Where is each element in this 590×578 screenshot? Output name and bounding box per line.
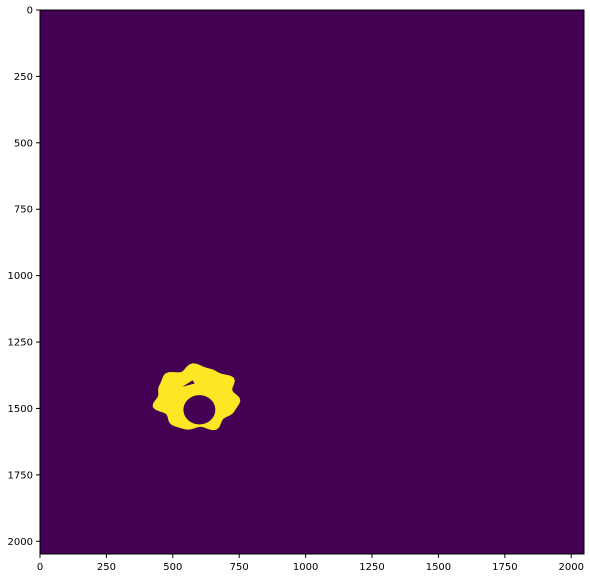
x-tick-label: 2000 <box>559 562 584 573</box>
axes-frame <box>39 9 585 555</box>
y-tick-label: 2000 <box>8 537 33 548</box>
y-tick-label: 0 <box>27 6 33 17</box>
y-tick-label: 1750 <box>8 470 33 481</box>
x-tick-label: 500 <box>163 562 182 573</box>
mask-blob <box>152 363 241 431</box>
y-tick-label: 1000 <box>8 271 33 282</box>
x-tick-label: 1000 <box>293 562 318 573</box>
heatmap-background <box>40 10 584 554</box>
x-tick-label: 1250 <box>359 562 384 573</box>
y-tick-label: 250 <box>14 72 33 83</box>
x-tick-label: 250 <box>97 562 116 573</box>
y-tick-label: 1500 <box>8 404 33 415</box>
y-tick-label: 750 <box>14 205 33 216</box>
mask-notch <box>182 380 195 387</box>
x-tick-label: 750 <box>230 562 249 573</box>
x-axis: 0 250 500 750 1000 1250 1500 1750 2000 <box>37 554 584 573</box>
x-tick-label: 1750 <box>492 562 517 573</box>
y-tick-label: 1250 <box>8 338 33 349</box>
mask-region <box>152 363 241 431</box>
x-tick-label: 1500 <box>426 562 451 573</box>
x-tick-label: 0 <box>37 562 43 573</box>
y-tick-label: 500 <box>14 138 33 149</box>
plot-area <box>39 9 585 555</box>
y-axis: 0 250 500 750 1000 1250 1500 1750 2000 <box>8 6 40 548</box>
